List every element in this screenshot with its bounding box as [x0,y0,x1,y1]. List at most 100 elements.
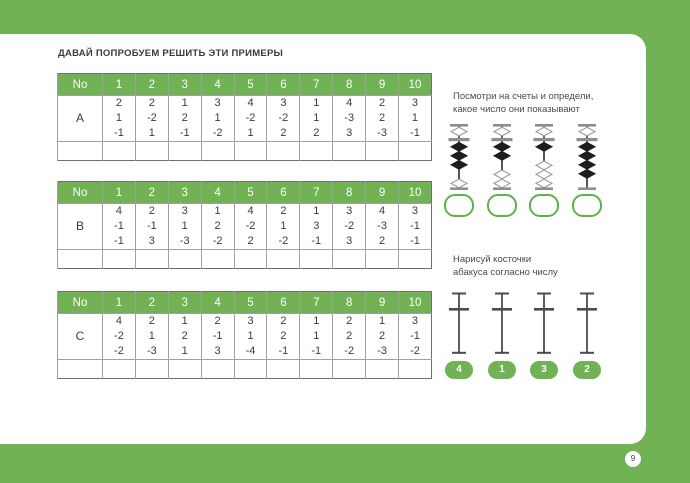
table-cell: 2 [365,234,399,250]
answer-cell[interactable] [332,359,366,379]
answer-cell[interactable] [134,359,169,379]
answer-cell[interactable] [233,359,267,379]
table-cell: -2 [233,219,267,234]
table-cell: -1 [398,126,432,142]
table-cell: -3 [365,219,399,234]
answer-cell[interactable] [398,249,432,269]
answer-oval[interactable] [444,194,474,217]
table-header-cell: 5 [233,73,267,96]
answer-cell[interactable] [266,141,300,161]
page-number-badge: 9 [625,451,641,467]
table-cell: 1 [167,344,202,360]
answer-cell[interactable] [200,249,235,269]
abacus-rod-read [489,124,515,197]
table-header-cell: 5 [233,291,267,314]
answer-cell[interactable] [398,359,432,379]
number-badge: 2 [573,361,601,379]
answer-cell[interactable] [167,359,202,379]
table-cell: 2 [233,234,267,250]
answer-cell[interactable] [102,141,136,161]
table-header-cell: 6 [266,181,300,204]
answer-cell[interactable] [134,141,169,161]
table-cell: 4 [233,95,267,111]
answer-cell[interactable] [57,249,103,269]
abacus-rod-empty[interactable] [448,292,470,361]
table-cell: -3 [365,126,399,142]
table-label: B [57,203,103,250]
table-cell: 2 [266,313,300,329]
answer-cell[interactable] [233,249,267,269]
table-cell: -3 [332,111,366,126]
table-cell: 3 [398,203,432,219]
answer-cell[interactable] [299,249,333,269]
answer-cell[interactable] [167,249,202,269]
table-cell: -1 [299,234,333,250]
number-badge: 3 [530,361,558,379]
table-cell: 1 [299,203,333,219]
table-cell: -2 [200,126,235,142]
table-header-cell: 8 [332,181,366,204]
table-header-row: No 1 2 3 4 5 6 7 8 9 10 [57,181,432,204]
page-title: ДАВАЙ ПОПРОБУЕМ РЕШИТЬ ЭТИ ПРИМЕРЫ [58,48,284,59]
table-cell: -1 [167,126,202,142]
table-cell: -2 [332,219,366,234]
table-number-row: -2 -3 1 3 -4 -1 -1 -2 -3 -2 [58,344,432,360]
answer-cell[interactable] [365,141,399,161]
table-cell: 1 [167,219,202,234]
table-cell: 3 [332,234,366,250]
table-cell: -1 [266,344,300,360]
answer-cell[interactable] [200,141,235,161]
table-cell: -2 [266,234,300,250]
table-cell: 1 [299,95,333,111]
answer-cell[interactable] [167,141,202,161]
table-cell: 2 [365,95,399,111]
answer-cell[interactable] [365,249,399,269]
abacus-rod-empty[interactable] [491,292,513,361]
abacus-rod-empty[interactable] [533,292,555,361]
table-header-cell: 1 [102,181,136,204]
abacus-rod-empty[interactable] [576,292,598,361]
table-header-cell: 7 [299,181,333,204]
answer-row [57,359,432,379]
answer-cell[interactable] [332,249,366,269]
answer-oval[interactable] [487,194,517,217]
table-cell: 1 [102,111,136,126]
table-cell: 1 [266,219,300,234]
answer-cell[interactable] [57,359,103,379]
answer-cell[interactable] [134,249,169,269]
table-cell: 3 [398,95,432,111]
table-header-cell: 1 [102,73,136,96]
table-cell: -2 [398,344,432,360]
answer-cell[interactable] [57,141,103,161]
table-cell: -3 [134,344,169,360]
table-header-cell: No [57,291,103,314]
table-cell: -1 [398,329,432,344]
answer-cell[interactable] [102,359,136,379]
answer-cell[interactable] [233,141,267,161]
table-cell: 2 [134,95,169,111]
answer-cell[interactable] [266,249,300,269]
table-cell: 4 [332,95,366,111]
answer-cell[interactable] [299,359,333,379]
answer-oval[interactable] [572,194,602,217]
answer-cell[interactable] [398,141,432,161]
table-cell: 4 [102,313,136,329]
answer-cell[interactable] [266,359,300,379]
table-header-cell: 3 [167,291,202,314]
table-header-cell: 8 [332,291,366,314]
answer-cell[interactable] [332,141,366,161]
answer-oval[interactable] [529,194,559,217]
table-header-cell: 3 [167,73,202,96]
table-header-cell: 3 [167,181,202,204]
answer-cell[interactable] [365,359,399,379]
table-header-cell: 2 [134,73,169,96]
table-cell: 1 [299,111,333,126]
table-number-row: 1 -2 2 1 -2 -2 1 -3 2 1 [58,111,432,126]
answer-cell[interactable] [102,249,136,269]
table-cell: 2 [134,203,169,219]
abacus-rod-read [574,124,600,197]
answer-cell[interactable] [299,141,333,161]
answer-cell[interactable] [200,359,235,379]
